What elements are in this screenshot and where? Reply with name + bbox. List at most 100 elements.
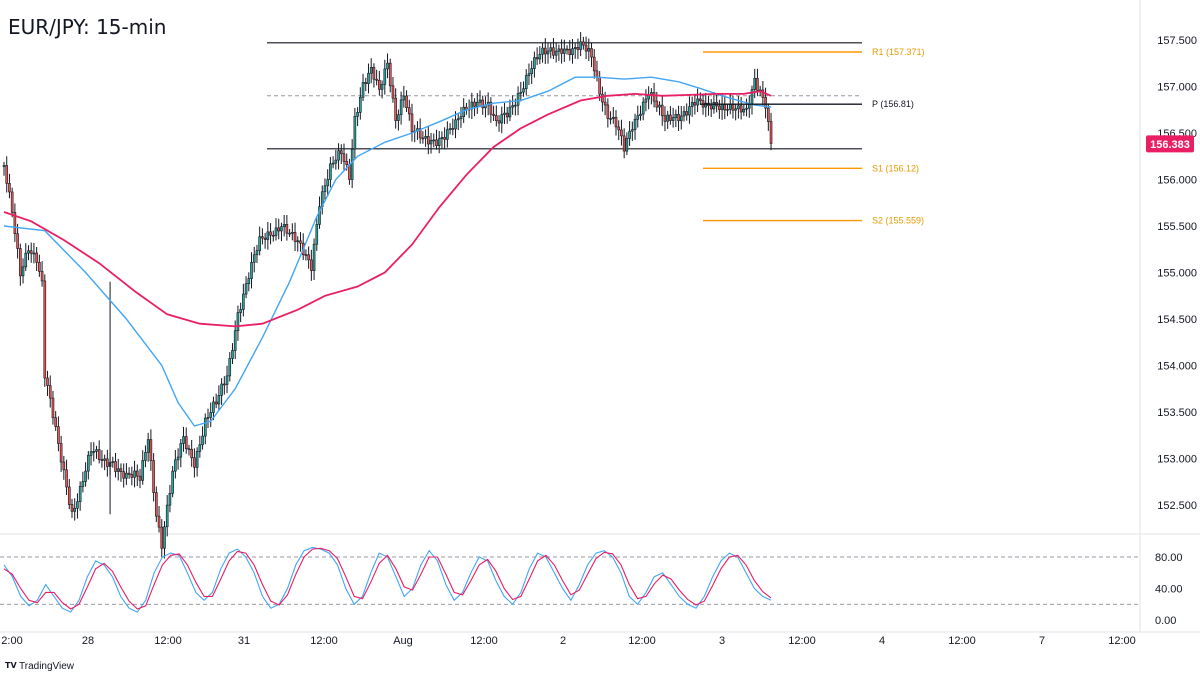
time-tick-label: 4 (879, 635, 885, 647)
candle-down (767, 107, 770, 122)
time-tick-label: 2:00 (1, 635, 22, 647)
price-tick-label: 154.500 (1157, 314, 1197, 326)
candle-up (633, 118, 637, 130)
candle-up (76, 501, 79, 509)
brand: TV TradingView (5, 661, 75, 672)
price-tick-label: 153.500 (1157, 407, 1197, 419)
candle-up (32, 252, 36, 255)
osc-tick-label: 40.00 (1155, 584, 1183, 596)
candle-up (116, 468, 120, 472)
candle-down (584, 44, 588, 52)
candle-up (541, 47, 544, 55)
candle-up (171, 470, 174, 494)
candle-down (38, 262, 41, 272)
candle-down (10, 191, 14, 213)
candle-down (669, 114, 672, 121)
candle-up (522, 88, 525, 93)
candle-down (364, 82, 368, 84)
candle-down (184, 436, 188, 450)
candle-up (679, 115, 683, 122)
candle-up (329, 163, 332, 180)
candle-up (690, 102, 694, 107)
candle-down (435, 139, 438, 146)
candle-down (348, 164, 351, 180)
candle-up (163, 526, 166, 549)
candle-down (59, 443, 63, 463)
current-price-label-bg (1146, 135, 1194, 153)
candle-down (43, 280, 47, 379)
candle-up (81, 481, 85, 487)
candle-down (723, 104, 727, 111)
candle-up (546, 50, 550, 55)
candle-down (152, 460, 155, 493)
candle-down (606, 104, 610, 119)
candle-up (209, 412, 213, 418)
candle-down (106, 458, 109, 467)
price-tick-label: 157.000 (1157, 82, 1197, 94)
candle-up (704, 102, 708, 108)
candle-down (590, 48, 593, 58)
candle-down (339, 150, 343, 155)
candle-up (258, 236, 261, 251)
candle-down (410, 113, 414, 133)
candle-down (304, 254, 308, 256)
candle-up (318, 206, 321, 225)
candle-down (70, 504, 74, 512)
candle-down (48, 385, 52, 399)
candle-down (375, 78, 378, 81)
candle-up (609, 118, 612, 120)
candle-up (658, 104, 661, 108)
candle-down (130, 474, 134, 478)
candle-down (8, 183, 11, 193)
candle-up (133, 470, 136, 478)
candle-down (122, 471, 125, 479)
candle-down (388, 62, 392, 87)
candle-down (699, 98, 702, 102)
candle-up (742, 108, 746, 113)
time-tick-label: 12:00 (788, 635, 816, 647)
candle-up (549, 47, 553, 52)
candle-up (511, 105, 514, 108)
candle-up (252, 254, 256, 263)
candle-up (125, 472, 128, 479)
candle-down (764, 97, 767, 109)
candle-down (5, 165, 9, 184)
candle-up (103, 458, 106, 461)
candle-down (114, 461, 117, 472)
candle-up (198, 444, 202, 452)
candle-up (111, 461, 115, 463)
candle-up (682, 111, 686, 117)
candle-up (644, 98, 648, 103)
candle-down (394, 97, 397, 121)
time-tick-label: 12:00 (310, 635, 338, 647)
candle-up (220, 383, 223, 396)
candle-up (24, 252, 28, 268)
time-tick-label: 28 (82, 635, 94, 647)
candle-down (263, 237, 267, 240)
candle-down (46, 377, 49, 386)
time-tick-label: 3 (719, 635, 725, 647)
candle-up (625, 138, 629, 152)
price-tick-label: 155.000 (1157, 268, 1197, 280)
time-tick-label: 12:00 (948, 635, 976, 647)
current-price-label: 156.383 (1150, 139, 1190, 151)
candle-up (21, 266, 25, 277)
candle-up (359, 96, 362, 113)
brand-text: TradingView (19, 661, 75, 672)
candle-up (95, 449, 98, 452)
candle-up (274, 227, 278, 236)
candle-down (40, 271, 44, 282)
candle-down (552, 47, 555, 56)
candle-down (57, 426, 60, 444)
level-P-label: P (156.81) (872, 99, 914, 109)
candle-up (530, 68, 533, 75)
candle-down (756, 77, 759, 91)
candle-up (242, 293, 245, 310)
candle-down (127, 472, 131, 475)
candle-up (282, 224, 286, 227)
candle-down (19, 248, 22, 277)
candle-down (293, 232, 297, 242)
price-tick-label: 157.500 (1157, 35, 1197, 47)
candle-down (418, 128, 422, 139)
candle-up (563, 48, 566, 54)
